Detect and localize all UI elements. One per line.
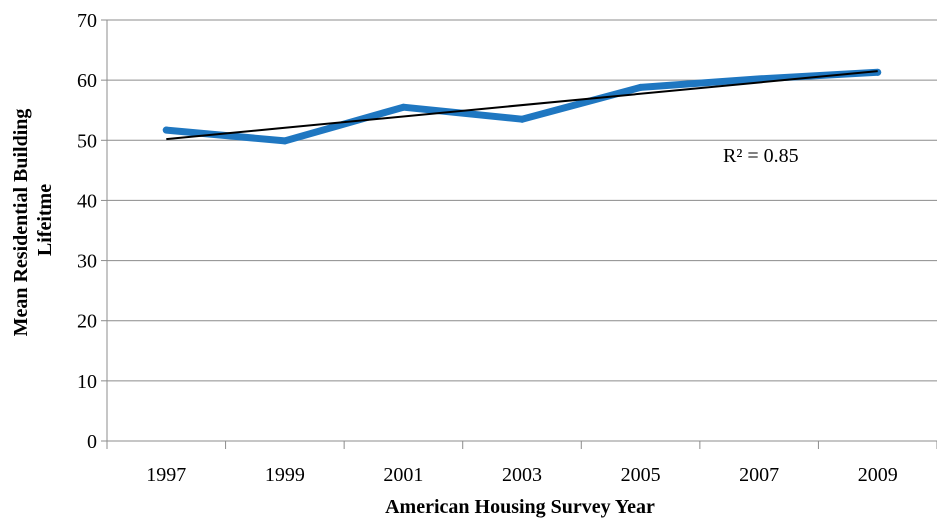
x-tick-label: 2001 (383, 464, 423, 486)
tick-labels: 0 10 20 30 40 50 60 70 1997 1999 2001 2003 2005 2007 2… (77, 10, 898, 486)
x-tick-label: 2009 (858, 464, 898, 486)
data-point (281, 137, 289, 145)
x-tick-label: 1997 (146, 464, 186, 486)
data-point (399, 103, 407, 111)
x-axis-title: American Housing Survey Year (385, 496, 655, 518)
y-axis-title: Mean Residential Building Lifeitme (10, 104, 56, 337)
data-point (755, 75, 763, 83)
y-tick-label: 50 (77, 130, 97, 152)
y-tick-label: 60 (77, 70, 97, 92)
y-axis-title-line-1: Mean Residential Building (10, 109, 32, 337)
y-axis-title-line-2: Lifeitme (34, 184, 56, 256)
annotations: R² = 0.85 (723, 145, 799, 167)
data-point (518, 115, 526, 123)
data-point (162, 126, 170, 134)
x-tick-label: 2005 (621, 464, 661, 486)
series-lines (162, 68, 882, 145)
trendline (166, 70, 878, 141)
y-tick-label: 0 (87, 431, 97, 453)
y-tick-label: 70 (77, 10, 97, 32)
series-line-0 (162, 68, 882, 145)
x-tick-label: 2007 (739, 464, 779, 486)
y-tick-label: 30 (77, 251, 97, 273)
y-tick-label: 20 (77, 311, 97, 333)
x-tick-label: 2003 (502, 464, 542, 486)
r-squared-label: R² = 0.85 (723, 145, 799, 167)
data-point (637, 83, 645, 91)
y-tick-label: 10 (77, 371, 97, 393)
x-tick-label: 1999 (265, 464, 305, 486)
axes (101, 19, 937, 449)
y-tick-label: 40 (77, 190, 97, 212)
